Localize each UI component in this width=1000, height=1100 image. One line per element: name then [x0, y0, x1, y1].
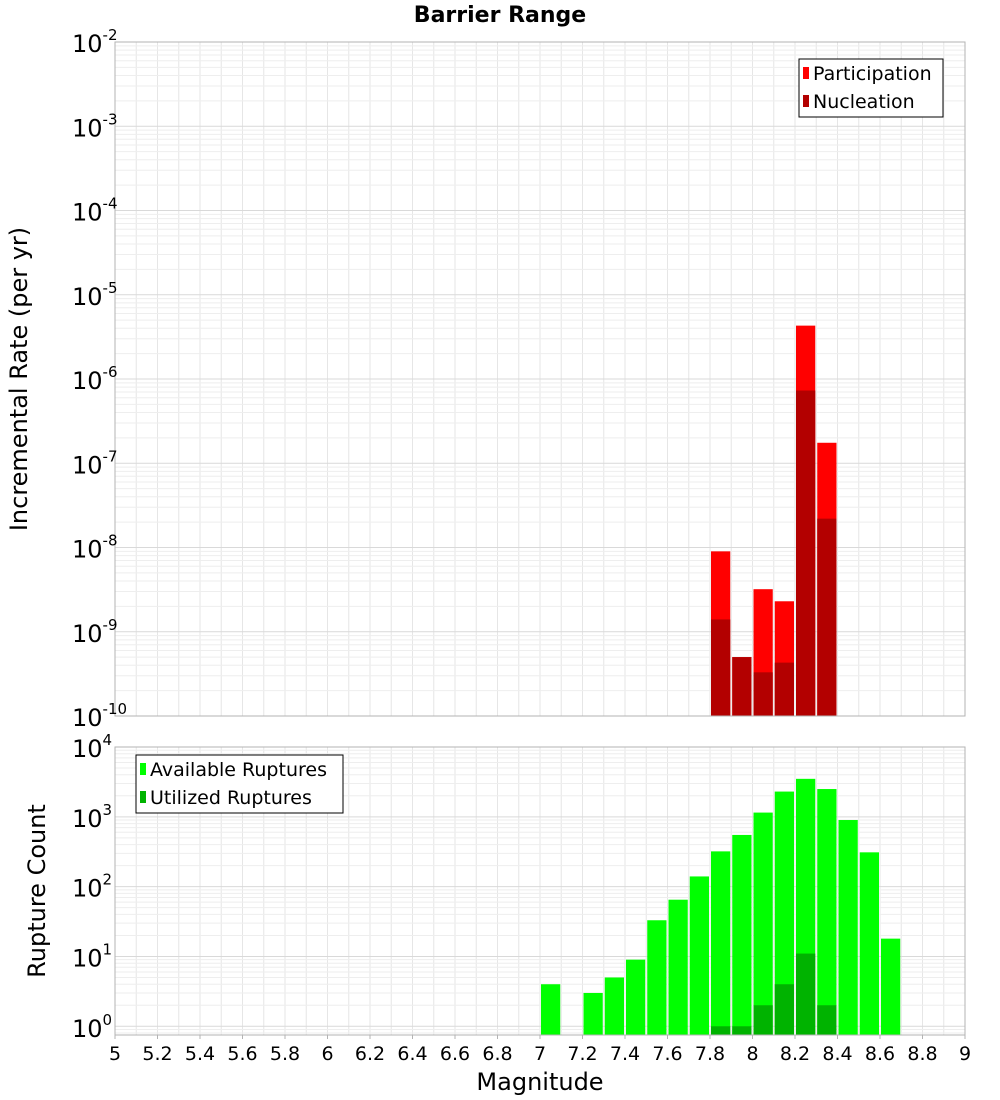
- bar: [689, 876, 709, 1035]
- y-tick-label: 10-9: [72, 616, 118, 648]
- bar: [626, 959, 646, 1035]
- bar: [817, 1005, 837, 1035]
- bar: [796, 953, 816, 1035]
- grid: [114, 42, 966, 717]
- rate-panel: 10-10 10-9 10-8 10-7 10-6 10-5 10-4 10-3 10-2 Par…: [72, 26, 966, 732]
- x-tick-label: 5.2: [142, 1043, 172, 1065]
- legend: Available Ruptures Utilized Ruptures: [135, 754, 344, 814]
- x-tick-label: 5.8: [270, 1043, 300, 1065]
- bar: [541, 984, 561, 1035]
- x-tick-label: 6.6: [440, 1043, 470, 1065]
- y-tick-label: 103: [72, 801, 112, 833]
- x-tick-label: 9: [959, 1043, 971, 1065]
- legend-box: [135, 754, 344, 814]
- x-tick-label: 7: [534, 1043, 546, 1065]
- legend-swatch: [803, 67, 809, 79]
- legend-swatch: [803, 95, 809, 107]
- y-tick-label: 104: [72, 731, 112, 763]
- bar: [817, 518, 837, 716]
- bar: [668, 899, 688, 1035]
- bar: [647, 920, 667, 1035]
- y-tick-label: 101: [72, 940, 112, 972]
- bar: [604, 977, 624, 1035]
- bottom-y-axis-label: Rupture Count: [23, 804, 51, 978]
- x-tick-label: 6: [321, 1043, 333, 1065]
- y-tick-label: 10-5: [72, 279, 118, 311]
- legend-swatch: [140, 791, 146, 803]
- bar: [838, 820, 858, 1035]
- bar: [732, 657, 752, 716]
- x-tick-label: 5: [109, 1043, 121, 1065]
- series-utilized-ruptures: [711, 953, 837, 1035]
- bar: [711, 1026, 731, 1035]
- bar: [583, 992, 603, 1035]
- x-tick-label: 7.4: [610, 1043, 640, 1065]
- x-tick-label: 7.8: [695, 1043, 725, 1065]
- series-nucleation: [711, 390, 837, 716]
- bar: [711, 851, 731, 1035]
- y-tick-label: 102: [72, 871, 112, 903]
- legend-label: Nucleation: [813, 91, 915, 113]
- legend-box: [798, 58, 944, 118]
- legend-label: Participation: [813, 63, 932, 85]
- x-tick-label: 5.4: [185, 1043, 215, 1065]
- bar: [753, 1005, 773, 1035]
- bar: [774, 791, 794, 1035]
- x-tick-label: 8.2: [780, 1043, 810, 1065]
- x-tick-label: 6.4: [397, 1043, 427, 1065]
- bar: [817, 789, 837, 1035]
- bar: [774, 984, 794, 1035]
- bar: [711, 619, 731, 716]
- bar: [753, 672, 773, 716]
- x-tick-label: 5.6: [227, 1043, 257, 1065]
- y-tick-label: 100: [72, 1011, 112, 1043]
- bar: [774, 662, 794, 716]
- y-tick-label: 10-6: [72, 363, 118, 395]
- y-tick-label: 10-8: [72, 532, 118, 564]
- legend-swatch: [140, 763, 146, 775]
- bar: [732, 1026, 752, 1035]
- y-tick-label: 10-3: [72, 110, 118, 142]
- x-tick-label: 6.8: [482, 1043, 512, 1065]
- x-tick-label: 8.6: [865, 1043, 895, 1065]
- rupture-count-panel: 100 101 102 103 104 5 5.2 5.4 5.6 5.8 6 6.2 6.4 6.6 6.…: [72, 731, 971, 1065]
- bar: [881, 938, 901, 1035]
- y-tick-label: 10-4: [72, 195, 118, 227]
- top-y-axis-label: Incremental Rate (per yr): [5, 227, 33, 531]
- x-tick-label: 8: [746, 1043, 758, 1065]
- chart-title: Barrier Range: [414, 3, 586, 28]
- legend: Participation Nucleation: [798, 58, 944, 118]
- bar: [859, 852, 879, 1035]
- x-axis-label: Magnitude: [476, 1068, 603, 1096]
- y-tick-label: 10-7: [72, 447, 118, 479]
- y-tick-label: 10-10: [72, 700, 127, 732]
- plot-frame: [114, 41, 966, 717]
- legend-label: Utilized Ruptures: [150, 787, 312, 809]
- y-tick-label: 10-2: [72, 26, 118, 58]
- x-tick-label: 8.8: [907, 1043, 937, 1065]
- x-tick-label: 7.2: [567, 1043, 597, 1065]
- bar: [796, 390, 816, 716]
- legend-label: Available Ruptures: [150, 759, 327, 781]
- x-tick-label: 6.2: [355, 1043, 385, 1065]
- bar: [732, 834, 752, 1035]
- bar: [753, 812, 773, 1035]
- x-tick-label: 8.4: [822, 1043, 852, 1065]
- x-tick-label: 7.6: [652, 1043, 682, 1065]
